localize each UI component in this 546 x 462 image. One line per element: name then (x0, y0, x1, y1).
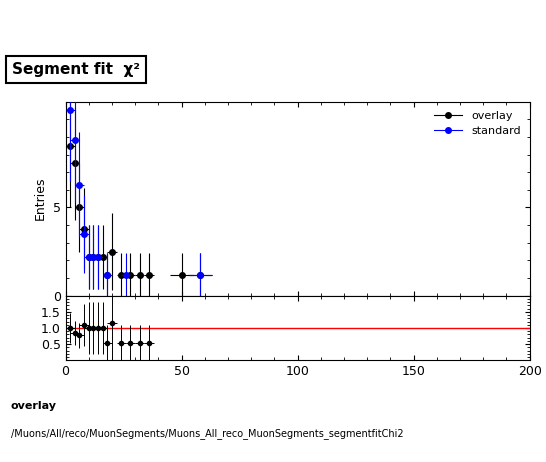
Text: overlay: overlay (11, 401, 57, 411)
Text: /Muons/All/reco/MuonSegments/Muons_All_reco_MuonSegments_segmentfitChi2: /Muons/All/reco/MuonSegments/Muons_All_r… (11, 429, 403, 439)
Text: Segment fit  χ²: Segment fit χ² (13, 62, 140, 77)
Legend: overlay, standard: overlay, standard (431, 107, 524, 140)
Y-axis label: Entries: Entries (34, 177, 47, 220)
